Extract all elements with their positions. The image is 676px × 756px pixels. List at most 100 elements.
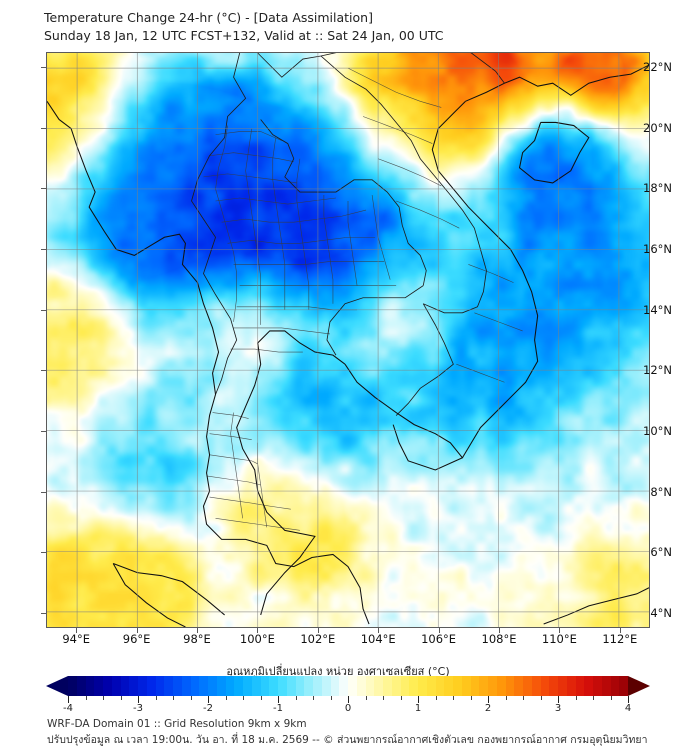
colorbar-minor-tick: [330, 696, 332, 700]
colorbar-segment: [260, 676, 270, 696]
colorbar-minor-tick: [575, 696, 577, 700]
x-axis-label: 100°E: [239, 632, 275, 646]
colorbar-segment: [400, 676, 410, 696]
colorbar-segment: [479, 676, 489, 696]
x-tick-mark: [317, 628, 319, 633]
colorbar-minor-tick: [610, 696, 612, 700]
y-tick-mark: [41, 430, 46, 432]
colorbar-segment: [129, 676, 139, 696]
temperature-anomaly-field: [47, 53, 649, 627]
x-axis-label: 106°E: [421, 632, 457, 646]
title-block: Temperature Change 24-hr (°C) - [Data As…: [44, 9, 444, 45]
colorbar-minor-tick: [103, 696, 104, 700]
y-tick-mark: [41, 370, 46, 372]
colorbar-segment: [566, 676, 576, 696]
colorbar-minor-tick: [120, 696, 122, 700]
colorbar-segment: [173, 676, 183, 696]
x-axis-label: 104°E: [360, 632, 396, 646]
colorbar-segment: [453, 676, 463, 696]
colorbar[interactable]: [46, 676, 650, 696]
colorbar-segment: [391, 676, 401, 696]
y-tick-mark: [41, 309, 46, 311]
colorbar-segment: [138, 676, 148, 696]
colorbar-segment: [278, 676, 288, 696]
colorbar-segment: [286, 676, 296, 696]
colorbar-segment: [111, 676, 121, 696]
colorbar-segment: [593, 676, 603, 696]
colorbar-segment: [383, 676, 393, 696]
x-axis-label: 112°E: [602, 632, 638, 646]
colorbar-segment: [164, 676, 174, 696]
colorbar-segment: [85, 676, 95, 696]
colorbar-segment: [356, 676, 366, 696]
map-plot-area[interactable]: [46, 52, 650, 628]
colorbar-segment: [181, 676, 191, 696]
colorbar-minor-tick: [470, 696, 472, 700]
colorbar-major-tick: [68, 696, 69, 703]
colorbar-major-tick: [418, 696, 419, 703]
colorbar-segment: [488, 676, 498, 696]
colorbar-minor-tick: [173, 696, 174, 700]
x-axis-label: 102°E: [300, 632, 336, 646]
x-axis-label: 108°E: [481, 632, 517, 646]
colorbar-segment: [269, 676, 279, 696]
colorbar-segment: [514, 676, 524, 696]
colorbar-minor-tick: [190, 696, 192, 700]
colorbar-minor-tick: [313, 696, 314, 700]
colorbar-segment: [243, 676, 253, 696]
colorbar-minor-tick: [435, 696, 437, 700]
colorbar-minor-tick: [295, 696, 297, 700]
colorbar-major-tick: [628, 696, 629, 703]
colorbar-major-tick: [348, 696, 349, 703]
y-tick-mark: [41, 188, 46, 190]
colorbar-segment: [558, 676, 568, 696]
y-tick-mark: [41, 491, 46, 493]
colorbar-gradient: [68, 676, 629, 696]
colorbar-segment: [68, 676, 78, 696]
y-tick-mark: [41, 67, 46, 69]
colorbar-segment: [505, 676, 515, 696]
colorbar-over-cap: [628, 676, 650, 696]
colorbar-segment: [225, 676, 235, 696]
colorbar-segment: [76, 676, 86, 696]
colorbar-minor-tick: [225, 696, 227, 700]
colorbar-segment: [426, 676, 436, 696]
colorbar-segment: [321, 676, 331, 696]
chart-subtitle: Sunday 18 Jan, 12 UTC FCST+132, Valid at…: [44, 27, 444, 43]
colorbar-major-tick: [558, 696, 559, 703]
x-tick-mark: [559, 628, 561, 633]
colorbar-segment: [409, 676, 419, 696]
y-axis-label: 10°N: [643, 423, 672, 438]
colorbar-segment: [216, 676, 226, 696]
footer-block: WRF-DA Domain 01 :: Grid Resolution 9km …: [47, 716, 647, 749]
colorbar-minor-tick: [243, 696, 244, 700]
colorbar-segment: [330, 676, 340, 696]
x-tick-mark: [499, 628, 500, 633]
y-tick-mark: [41, 552, 46, 554]
y-axis-label: 6°N: [650, 545, 672, 560]
colorbar-minor-tick: [383, 696, 384, 700]
colorbar-title: อุณหภูมิเปลี่ยนแปลง หน่วย องศาเซลเซียส (…: [226, 665, 450, 678]
colorbar-segment: [470, 676, 480, 696]
colorbar-segment: [103, 676, 113, 696]
y-axis-label: 4°N: [650, 605, 672, 620]
colorbar-major-tick: [138, 696, 139, 703]
colorbar-tick-label: 2: [484, 703, 492, 714]
colorbar-tick-label: -1: [273, 703, 283, 714]
x-axis-label: 94°E: [62, 632, 91, 646]
colorbar-ticks: -4 -3 -2 -1 0 1 2 3 4: [46, 696, 650, 714]
colorbar-minor-tick: [85, 696, 87, 700]
footer-model-info: WRF-DA Domain 01 :: Grid Resolution 9km …: [47, 718, 307, 730]
y-axis-label: 16°N: [643, 242, 672, 257]
colorbar-tick-label: -4: [63, 703, 73, 714]
colorbar-segment: [461, 676, 471, 696]
colorbar-segment: [496, 676, 506, 696]
y-tick-mark: [41, 127, 46, 129]
colorbar-segment: [619, 676, 629, 696]
colorbar-segment: [313, 676, 323, 696]
colorbar-segment: [601, 676, 611, 696]
colorbar-tick-label: 1: [414, 703, 422, 714]
x-tick-mark: [257, 628, 259, 633]
colorbar-segment: [190, 676, 200, 696]
colorbar-major-tick: [488, 696, 489, 703]
